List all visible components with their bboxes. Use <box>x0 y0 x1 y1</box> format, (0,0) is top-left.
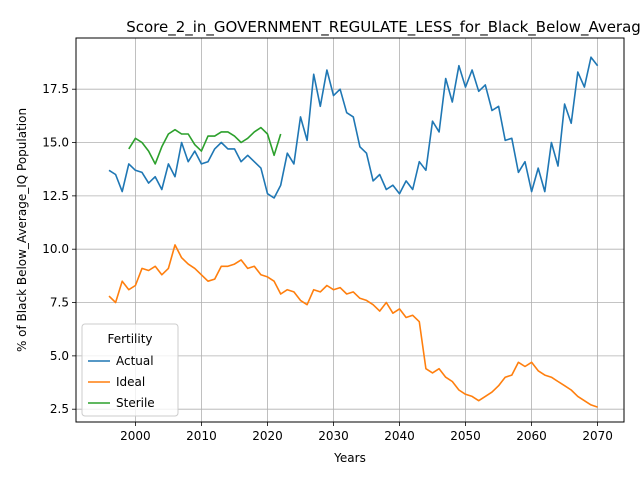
x-tick-label: 2070 <box>582 429 613 443</box>
y-tick-label: 17.5 <box>42 82 69 96</box>
legend-label-sterile: Sterile <box>116 396 155 410</box>
series-line-sterile <box>128 126 282 165</box>
x-tick-label: 2030 <box>318 429 349 443</box>
legend-box <box>81 323 179 417</box>
series-line-ideal <box>108 244 598 408</box>
y-tick-label: 2.5 <box>50 402 69 416</box>
plot-area-frame <box>75 37 625 423</box>
x-tick-label: 2050 <box>450 429 481 443</box>
chart-title: Score_2_in_GOVERNMENT_REGULATE_LESS_for_… <box>126 18 640 37</box>
y-axis-label: % of Black Below_Average_IQ Population <box>15 108 29 352</box>
y-tick-label: 5.0 <box>50 349 69 363</box>
legend: Fertility Actual Ideal Sterile <box>81 323 179 417</box>
y-axis-ticks: 2.5 5.0 7.5 10.0 12.5 15.0 17.5 <box>42 82 76 416</box>
y-tick-label: 15.0 <box>42 136 69 150</box>
x-axis-ticks: 2000 2010 2020 2030 2040 2050 2060 2070 <box>120 422 613 443</box>
x-axis-label: Years <box>333 451 366 465</box>
x-tick-label: 2040 <box>384 429 415 443</box>
legend-label-ideal: Ideal <box>116 375 145 389</box>
x-tick-label: 2000 <box>120 429 151 443</box>
series-lines <box>108 56 599 408</box>
legend-label-actual: Actual <box>116 354 154 368</box>
y-tick-label: 12.5 <box>42 189 69 203</box>
x-tick-label: 2020 <box>252 429 283 443</box>
y-tick-label: 7.5 <box>50 296 69 310</box>
x-tick-label: 2060 <box>516 429 547 443</box>
series-line-actual <box>108 56 599 199</box>
x-tick-label: 2010 <box>186 429 217 443</box>
y-tick-label: 10.0 <box>42 242 69 256</box>
legend-title: Fertility <box>107 332 152 346</box>
